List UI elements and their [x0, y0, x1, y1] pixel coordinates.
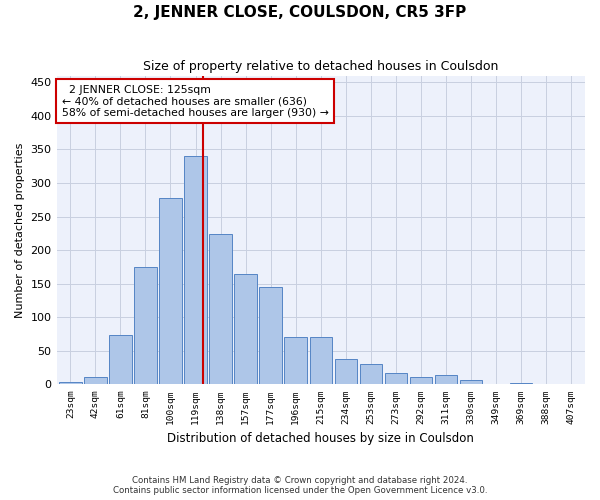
Bar: [335, 360, 357, 384]
Bar: [59, 382, 82, 384]
Text: 2 JENNER CLOSE: 125sqm
← 40% of detached houses are smaller (636)
58% of semi-de: 2 JENNER CLOSE: 125sqm ← 40% of detached…: [62, 85, 329, 118]
Bar: [410, 377, 432, 384]
Text: 2, JENNER CLOSE, COULSDON, CR5 3FP: 2, JENNER CLOSE, COULSDON, CR5 3FP: [133, 5, 467, 20]
Bar: [184, 156, 207, 384]
Bar: [209, 234, 232, 384]
Bar: [284, 338, 307, 384]
Text: Contains HM Land Registry data © Crown copyright and database right 2024.
Contai: Contains HM Land Registry data © Crown c…: [113, 476, 487, 495]
Bar: [510, 383, 532, 384]
Bar: [109, 336, 131, 384]
Bar: [235, 274, 257, 384]
Bar: [159, 198, 182, 384]
Bar: [435, 375, 457, 384]
Bar: [460, 380, 482, 384]
Bar: [259, 287, 282, 384]
Bar: [385, 373, 407, 384]
Title: Size of property relative to detached houses in Coulsdon: Size of property relative to detached ho…: [143, 60, 499, 73]
X-axis label: Distribution of detached houses by size in Coulsdon: Distribution of detached houses by size …: [167, 432, 474, 445]
Y-axis label: Number of detached properties: Number of detached properties: [15, 142, 25, 318]
Bar: [310, 338, 332, 384]
Bar: [359, 364, 382, 384]
Bar: [84, 377, 107, 384]
Bar: [134, 267, 157, 384]
